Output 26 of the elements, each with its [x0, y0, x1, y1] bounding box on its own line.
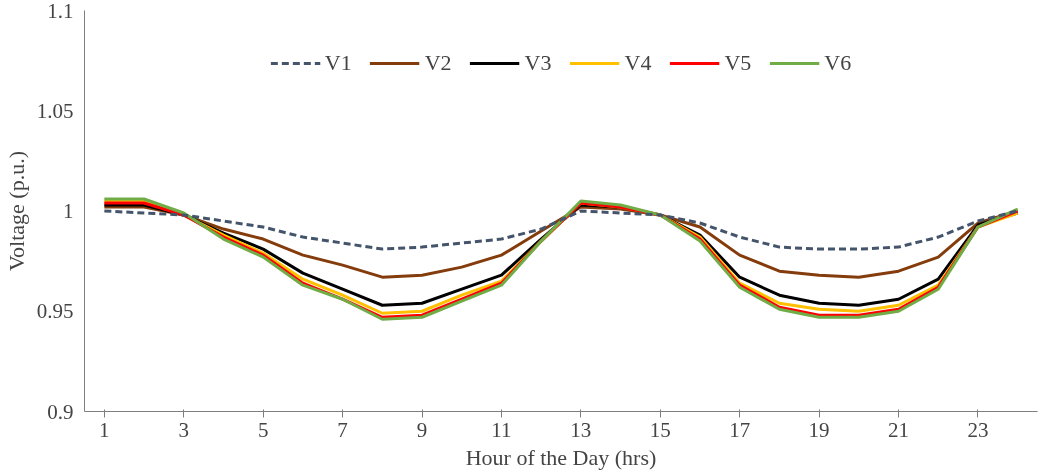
y-tick-label: 1: [63, 199, 74, 223]
y-tick-label: 0.9: [47, 399, 74, 424]
x-tick-label: 3: [178, 417, 190, 442]
y-tick-label: 0.95: [36, 299, 74, 324]
x-tick-label: 5: [257, 417, 269, 442]
y-tick-label: 1.05: [36, 98, 74, 123]
x-tick-label: 11: [491, 417, 512, 442]
x-tick-label: 1: [99, 417, 110, 442]
x-tick-label: 23: [967, 417, 989, 442]
x-tick-label: 9: [416, 417, 428, 442]
y-tick-label: 1.1: [47, 0, 74, 23]
legend-label: V3: [524, 50, 552, 76]
legend-label: V1: [324, 50, 352, 76]
x-tick-label: 13: [570, 417, 592, 442]
legend-label: V5: [724, 50, 752, 76]
legend-label: V2: [424, 50, 452, 76]
x-tick-label: 21: [888, 417, 910, 442]
y-axis-title: Voltage (p.u.): [3, 151, 29, 271]
x-tick-label: 7: [337, 417, 348, 442]
x-tick-label: 15: [649, 417, 671, 442]
x-tick-label: 19: [808, 417, 830, 442]
legend-label: V4: [624, 50, 652, 76]
x-axis-title: Hour of the Day (hrs): [465, 444, 657, 470]
line-series: [102, 209, 1020, 251]
x-tick-label: 17: [729, 417, 751, 442]
legend-label: V6: [824, 50, 852, 76]
